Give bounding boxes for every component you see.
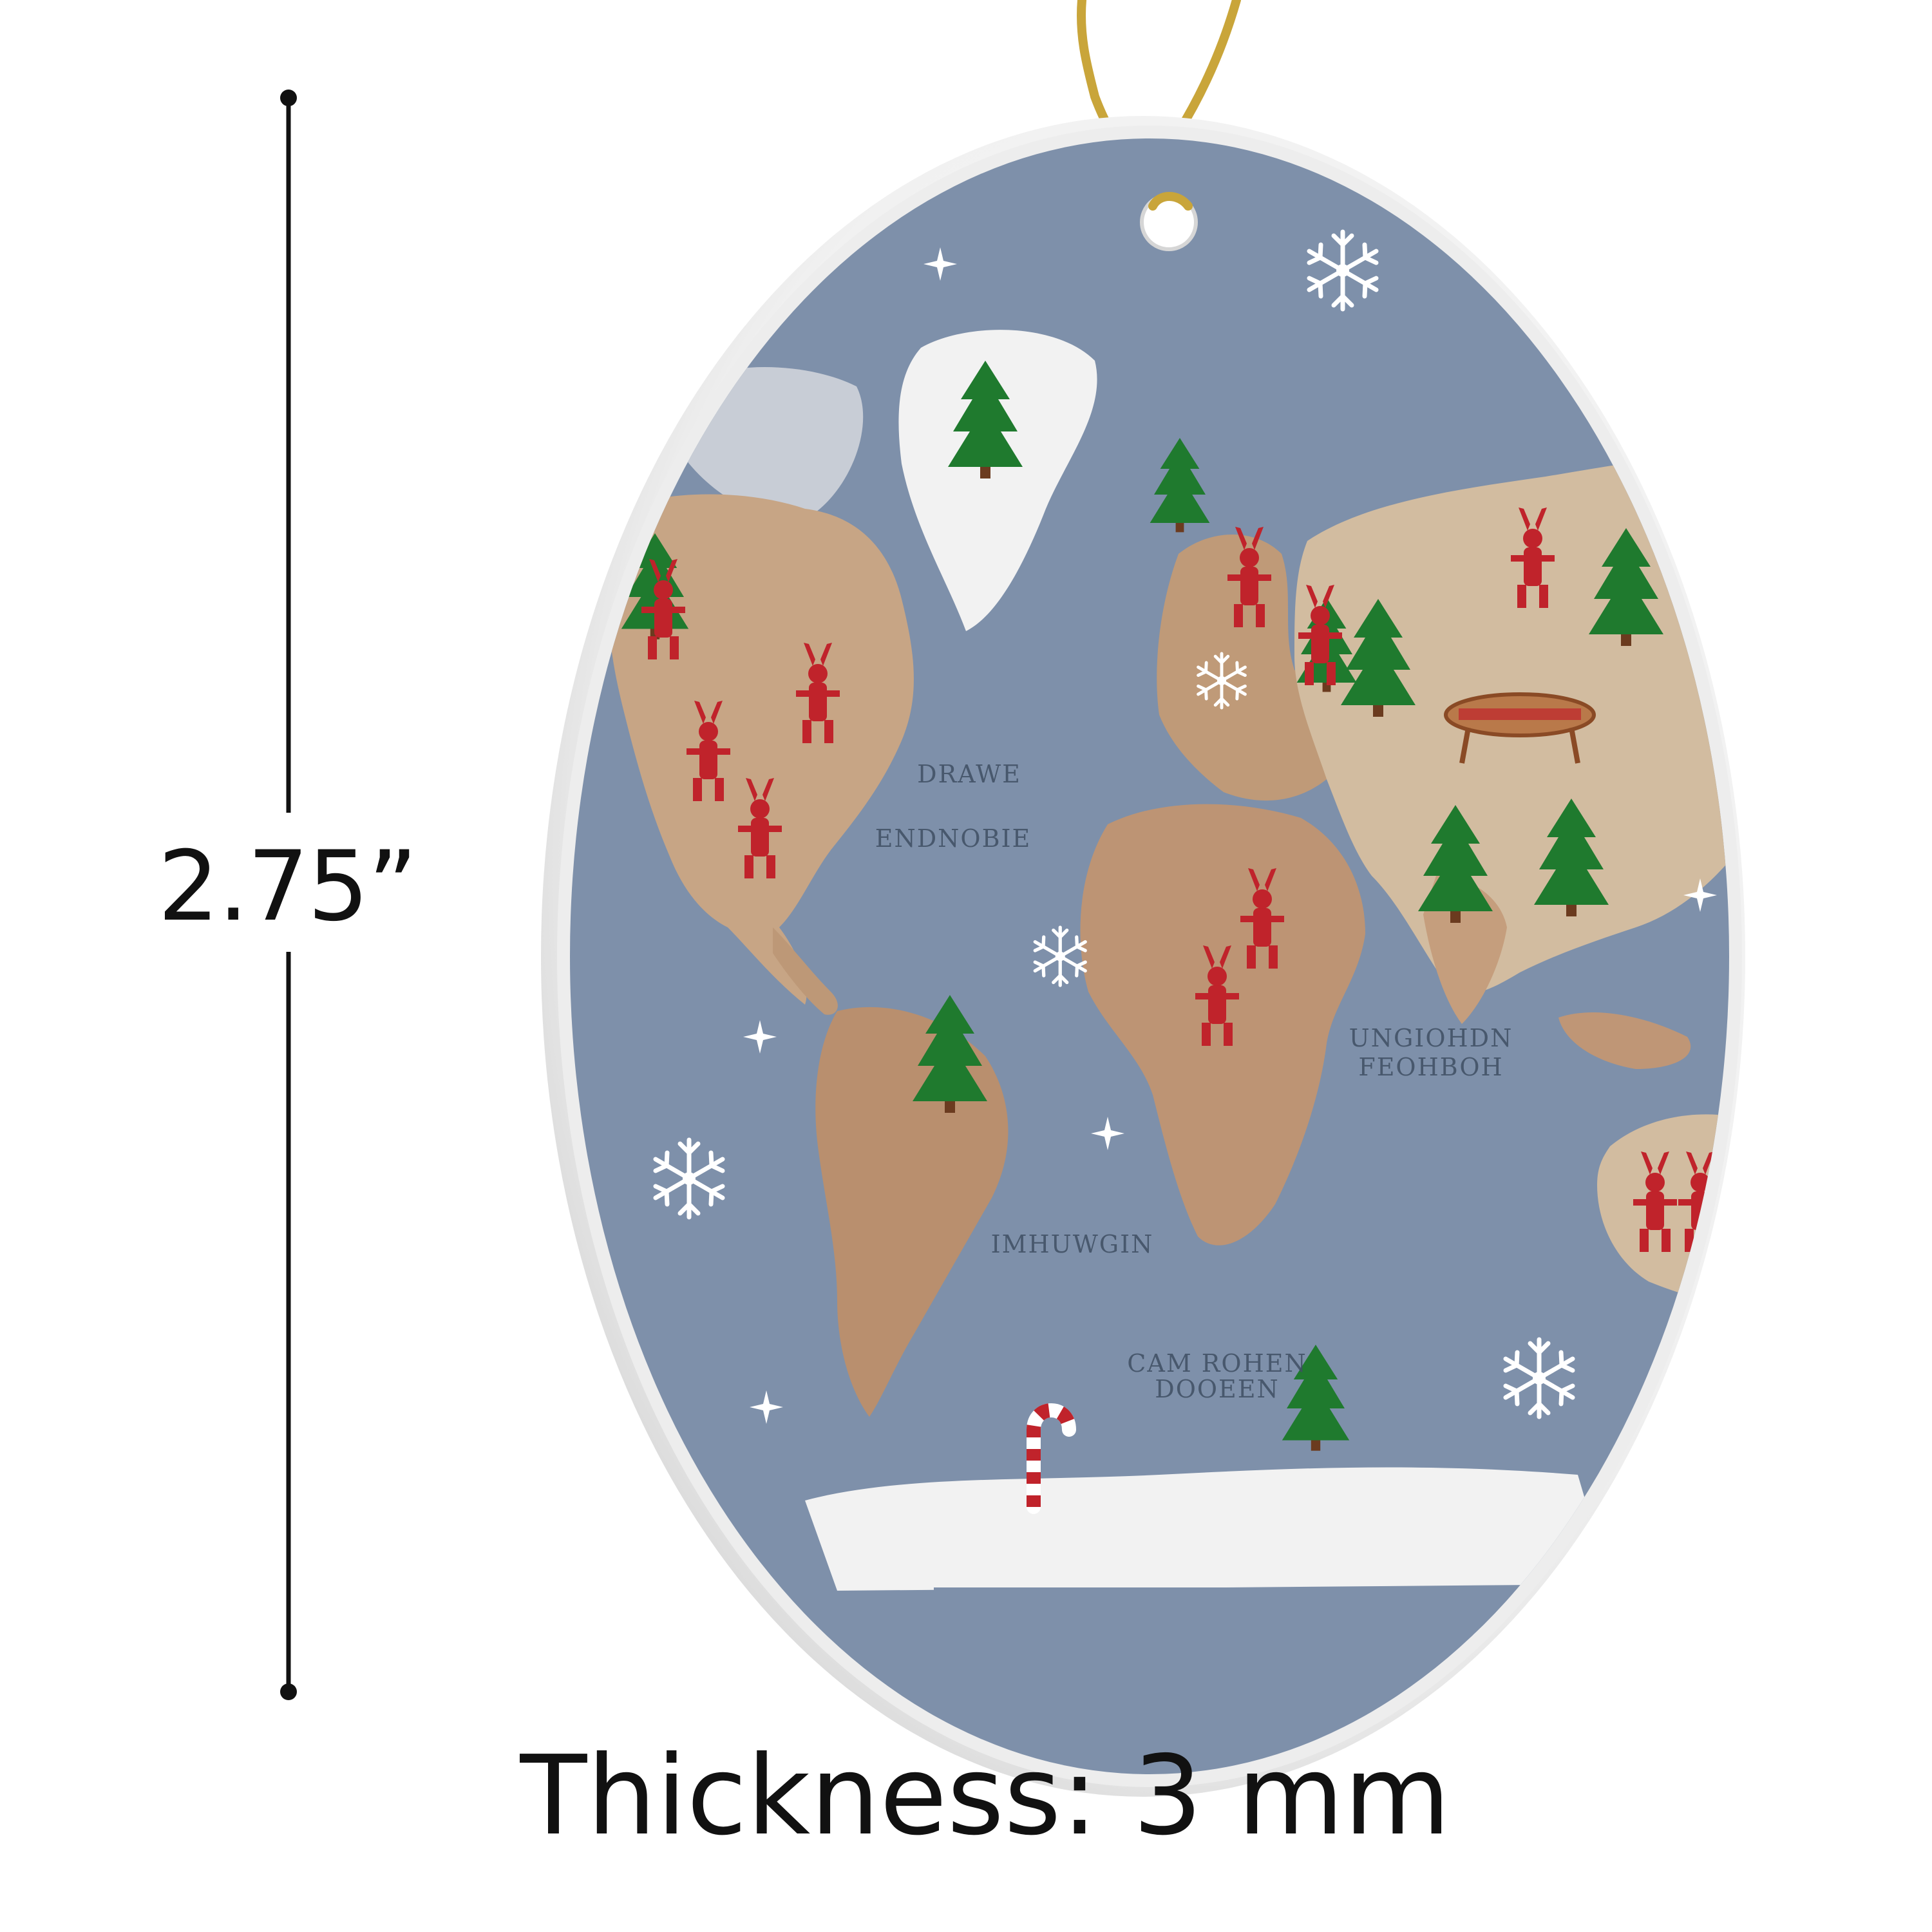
- ocean-label: IMHUWGIN: [991, 1230, 1154, 1258]
- ocean-label: DOOEEN: [1155, 1375, 1280, 1403]
- north-america: [608, 494, 914, 1005]
- greenland: [898, 330, 1097, 631]
- sleigh-icon: [1444, 692, 1596, 764]
- dimension-endpoint-top: [280, 90, 297, 106]
- india: [1423, 876, 1507, 1024]
- ocean-label: FEOHBOH: [1358, 1053, 1503, 1081]
- ocean-label: DRAWE: [917, 760, 1021, 788]
- thickness-label: Thickness: 3 mm: [520, 1732, 1451, 1860]
- snowflake-icon: [446, 732, 486, 779]
- southern-ocean-band: [934, 1587, 1513, 1633]
- ocean-label: UNGIOHDN: [1349, 1024, 1513, 1052]
- south-america: [815, 1007, 1009, 1417]
- height-dimension-line: [280, 90, 297, 1700]
- antarctica: [805, 1467, 1610, 1591]
- candy-cane-icon: [1027, 1403, 1076, 1514]
- ocean-label: CAM ROHEN: [1127, 1349, 1307, 1378]
- string-loop: [1148, 192, 1193, 211]
- snowflake-icon: [649, 207, 690, 253]
- central-america: [773, 927, 838, 1015]
- africa: [1080, 804, 1365, 1245]
- southeast-asia-islands: [1558, 1012, 1691, 1069]
- snowflake-icon: [515, 638, 548, 676]
- height-dimension-label: 2.75”: [158, 831, 418, 943]
- dimension-endpoint-bottom: [280, 1683, 297, 1700]
- ocean-label: ENDNOBIE: [875, 824, 1032, 853]
- ornament-face: DRAWE ENDNOBIE UNGIOHDN FEOHBOH IMHUWGIN…: [446, 138, 1729, 1774]
